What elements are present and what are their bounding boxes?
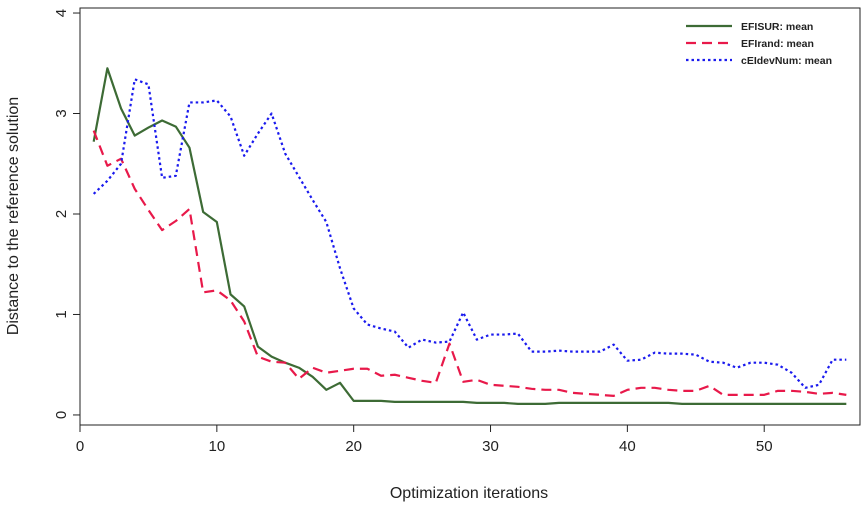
legend-label-1: EFIrand: mean bbox=[741, 38, 814, 50]
series-layer bbox=[92, 67, 847, 405]
x-axis: 0 10 20 30 40 50 bbox=[76, 425, 773, 455]
series-line-2 bbox=[92, 78, 847, 389]
x-tick-label-4: 40 bbox=[619, 438, 636, 455]
y-tick-label-3: 3 bbox=[53, 109, 70, 117]
x-tick-label-2: 20 bbox=[345, 438, 362, 455]
legend-label-0: EFISUR: mean bbox=[741, 21, 813, 33]
x-tick-label-1: 10 bbox=[208, 438, 225, 455]
x-tick-label-0: 0 bbox=[76, 438, 84, 455]
y-tick-label-4: 4 bbox=[53, 9, 70, 17]
x-tick-label-5: 50 bbox=[756, 438, 773, 455]
legend-label-2: cEIdevNum: mean bbox=[741, 55, 832, 67]
plot-frame bbox=[79, 7, 861, 426]
y-tick-label-1: 1 bbox=[53, 310, 70, 318]
x-tick-label-3: 30 bbox=[482, 438, 499, 455]
x-axis-title: Optimization iterations bbox=[390, 485, 548, 502]
y-axis: 0 1 2 3 4 bbox=[53, 9, 80, 419]
legend: EFISUR: mean EFIrand: mean cEIdevNum: mean bbox=[686, 21, 832, 67]
y-tick-label-2: 2 bbox=[53, 210, 70, 218]
series-line-1 bbox=[92, 130, 847, 397]
y-axis-title: Distance to the reference solution bbox=[5, 97, 22, 335]
y-tick-label-0: 0 bbox=[53, 411, 70, 419]
series-line-0 bbox=[92, 67, 847, 405]
